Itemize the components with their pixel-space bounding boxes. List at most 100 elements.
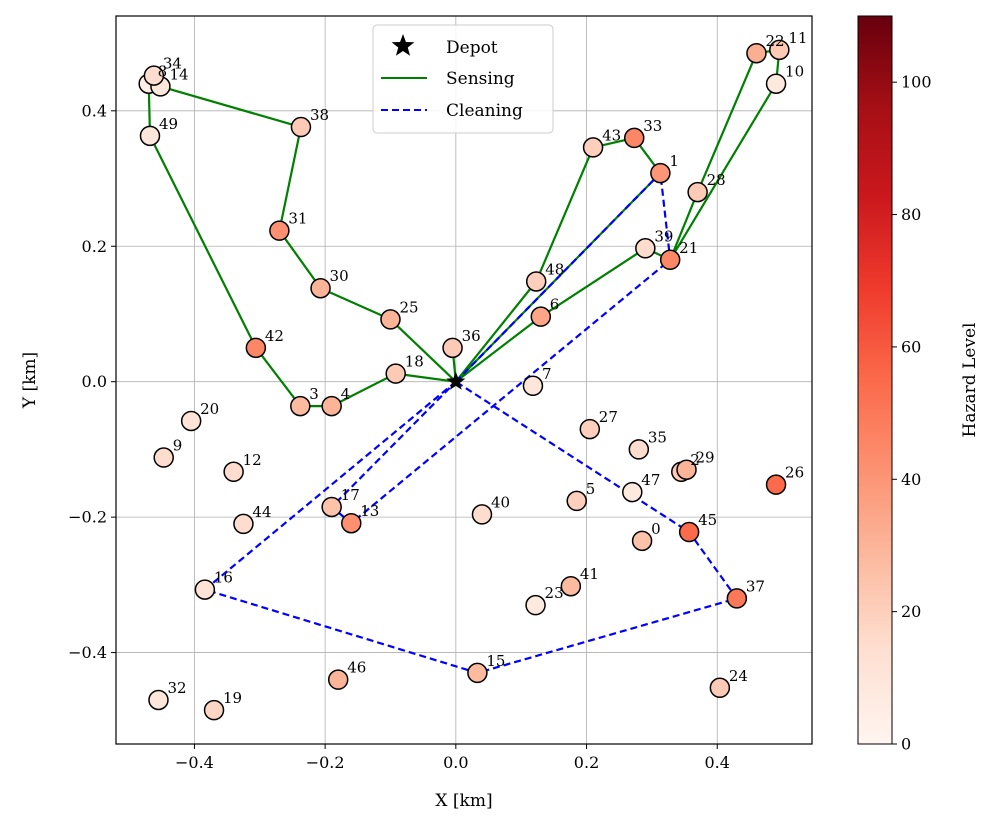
node-46 bbox=[327, 669, 349, 690]
node-label-17: 17 bbox=[341, 486, 360, 504]
node-label-18: 18 bbox=[405, 353, 424, 371]
node-24 bbox=[709, 677, 731, 699]
node-1 bbox=[650, 162, 671, 184]
colorbar-gradient bbox=[857, 15, 893, 745]
node-23 bbox=[525, 594, 546, 616]
node-13 bbox=[341, 512, 362, 534]
node-label-30: 30 bbox=[330, 267, 349, 285]
node-0 bbox=[631, 530, 653, 552]
depot-star-icon bbox=[446, 371, 466, 390]
node-label-43: 43 bbox=[602, 126, 621, 144]
node-label-41: 41 bbox=[580, 565, 599, 583]
node-label-24: 24 bbox=[729, 667, 748, 685]
node-10 bbox=[765, 73, 787, 94]
legend-cleaning-label: Cleaning bbox=[446, 101, 523, 121]
node-label-20: 20 bbox=[200, 400, 219, 418]
x-tick-label: 0.4 bbox=[705, 753, 730, 772]
node-label-0: 0 bbox=[651, 520, 661, 538]
x-tick-label: 0.2 bbox=[574, 753, 599, 772]
node-32 bbox=[148, 689, 169, 711]
legend: Depot Sensing Cleaning bbox=[372, 24, 554, 134]
node-11 bbox=[769, 39, 790, 61]
node-label-44: 44 bbox=[252, 503, 271, 521]
colorbar-tick-label: 80 bbox=[901, 205, 921, 224]
node-48 bbox=[525, 271, 547, 292]
y-axis-ticks: −0.4 −0.2 0.0 0.2 0.4 bbox=[68, 101, 116, 662]
node-label-22: 22 bbox=[765, 32, 784, 50]
node-38 bbox=[290, 116, 312, 138]
node-label-5: 5 bbox=[586, 480, 596, 498]
node-5 bbox=[566, 490, 587, 512]
colorbar-tick-label: 40 bbox=[901, 470, 921, 489]
legend-depot-marker bbox=[391, 34, 415, 56]
node-42 bbox=[245, 337, 267, 359]
nodes bbox=[138, 39, 790, 721]
node-40 bbox=[471, 504, 493, 525]
legend-box bbox=[372, 24, 554, 134]
node-label-27: 27 bbox=[599, 408, 618, 426]
node-17 bbox=[321, 496, 342, 518]
node-label-4: 4 bbox=[341, 385, 351, 403]
node-3 bbox=[290, 395, 311, 417]
y-tick-label: 0.0 bbox=[82, 372, 107, 391]
node-31 bbox=[269, 220, 290, 241]
x-tick-label: 0.0 bbox=[443, 753, 468, 772]
node-label-40: 40 bbox=[491, 493, 510, 511]
colorbar-tick-label: 0 bbox=[901, 735, 911, 754]
y-axis-label: Y [km] bbox=[20, 352, 40, 409]
node-20 bbox=[180, 410, 202, 432]
node-label-28: 28 bbox=[707, 171, 726, 189]
node-21 bbox=[659, 249, 681, 271]
node-label-36: 36 bbox=[462, 327, 481, 345]
node-label-2: 2 bbox=[690, 451, 700, 469]
x-axis-label: X [km] bbox=[435, 791, 492, 811]
colorbar-tick-label: 100 bbox=[901, 73, 932, 92]
node-label-47: 47 bbox=[641, 471, 660, 489]
node-7 bbox=[522, 375, 544, 397]
plot-frame bbox=[115, 15, 813, 745]
node-34 bbox=[143, 65, 165, 86]
node-label-45: 45 bbox=[698, 511, 717, 529]
node-label-12: 12 bbox=[243, 451, 262, 469]
colorbar-tick-label: 20 bbox=[901, 602, 921, 621]
node-label-11: 11 bbox=[788, 29, 807, 47]
node-47 bbox=[622, 481, 643, 503]
node-4 bbox=[321, 395, 342, 417]
x-tick-label: −0.2 bbox=[306, 753, 345, 772]
node-label-10: 10 bbox=[785, 63, 804, 81]
node-28 bbox=[687, 181, 708, 203]
node-30 bbox=[310, 277, 331, 299]
node-36 bbox=[442, 337, 463, 359]
route-cleaning bbox=[330, 172, 672, 525]
node-15 bbox=[467, 662, 488, 684]
node-label-14: 14 bbox=[169, 65, 188, 83]
node-label-48: 48 bbox=[545, 260, 564, 278]
node-29 bbox=[676, 459, 697, 480]
node-label-31: 31 bbox=[288, 210, 307, 228]
y-tick-label: 0.2 bbox=[82, 237, 107, 256]
node-37 bbox=[726, 588, 748, 609]
legend-depot-label: Depot bbox=[446, 38, 498, 58]
y-tick-label: −0.4 bbox=[68, 643, 107, 662]
node-label-19: 19 bbox=[223, 689, 242, 707]
node-18 bbox=[385, 363, 406, 384]
node-label-13: 13 bbox=[360, 502, 379, 520]
node-27 bbox=[579, 418, 601, 440]
node-label-6: 6 bbox=[550, 296, 560, 314]
grid bbox=[116, 16, 812, 744]
node-19 bbox=[203, 699, 225, 721]
node-label-9: 9 bbox=[173, 437, 183, 455]
node-label-1: 1 bbox=[669, 152, 679, 170]
node-label-16: 16 bbox=[214, 569, 233, 587]
node-label-25: 25 bbox=[399, 298, 418, 316]
node-label-35: 35 bbox=[648, 428, 667, 446]
node-label-26: 26 bbox=[785, 464, 804, 482]
x-axis-ticks: −0.4 −0.2 0.0 0.2 0.4 bbox=[175, 744, 730, 772]
node-9 bbox=[153, 447, 174, 468]
colorbar-ticks: 0 20 40 60 80 100 bbox=[892, 73, 932, 754]
node-label-38: 38 bbox=[310, 106, 329, 124]
node-label-49: 49 bbox=[159, 115, 178, 133]
node-label-33: 33 bbox=[643, 117, 662, 135]
